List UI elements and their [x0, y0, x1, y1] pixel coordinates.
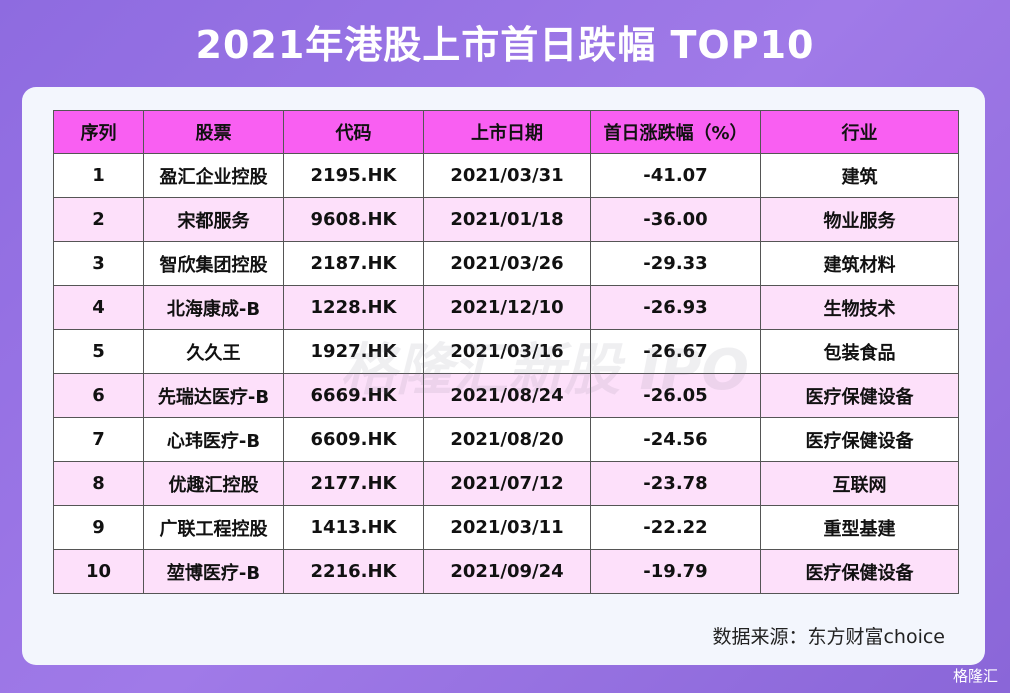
table-cell: 2187.HK [283, 241, 424, 286]
table-cell: 9608.HK [283, 197, 424, 242]
table-row: 9 广联工程控股 1413.HK 2021/03/11 -22.22 重型基建 [53, 505, 959, 550]
table-cell: 医疗保健设备 [760, 373, 959, 418]
table-cell: -41.07 [590, 153, 761, 198]
table-cell: 6669.HK [283, 373, 424, 418]
table-cell: 2216.HK [283, 549, 424, 594]
table-row: 5 久久王 1927.HK 2021/03/16 -26.67 包装食品 [53, 329, 959, 374]
table-cell: 心玮医疗-B [143, 417, 284, 462]
table-cell: 8 [53, 461, 144, 506]
table-cell: 1 [53, 153, 144, 198]
table-cell: 6609.HK [283, 417, 424, 462]
table-cell: 2021/01/18 [423, 197, 591, 242]
table-row: 8 优趣汇控股 2177.HK 2021/07/12 -23.78 互联网 [53, 461, 959, 506]
table-cell: 9 [53, 505, 144, 550]
table-cell: 10 [53, 549, 144, 594]
table-cell: 1228.HK [283, 285, 424, 330]
source-note: 数据来源：东方财富choice [712, 626, 945, 648]
table-cell: 建筑材料 [760, 241, 959, 286]
table-cell: 6 [53, 373, 144, 418]
table-cell: 5 [53, 329, 144, 374]
table-cell: 堃博医疗-B [143, 549, 284, 594]
table-cell: 物业服务 [760, 197, 959, 242]
table-cell: 2021/09/24 [423, 549, 591, 594]
table-cell: 医疗保健设备 [760, 417, 959, 462]
table-cell: 2177.HK [283, 461, 424, 506]
table-cell: 包装食品 [760, 329, 959, 374]
table-cell: 重型基建 [760, 505, 959, 550]
table-row: 10 堃博医疗-B 2216.HK 2021/09/24 -19.79 医疗保健设备 [53, 549, 959, 594]
table-row: 3 智欣集团控股 2187.HK 2021/03/26 -29.33 建筑材料 [53, 241, 959, 286]
table-cell: -26.93 [590, 285, 761, 330]
table-body: 1 盈汇企业控股 2195.HK 2021/03/31 -41.07 建筑 2 宋都服务 960… [53, 153, 959, 594]
table-cell: 7 [53, 417, 144, 462]
table-cell: 北海康成-B [143, 285, 284, 330]
table-cell: 4 [53, 285, 144, 330]
table-cell: 先瑞达医疗-B [143, 373, 284, 418]
table-cell: 盈汇企业控股 [143, 153, 284, 198]
table-cell: 2021/03/26 [423, 241, 591, 286]
table-row: 2 宋都服务 9608.HK 2021/01/18 -36.00 物业服务 [53, 197, 959, 242]
table-cell: 2195.HK [283, 153, 424, 198]
table-cell: 久久王 [143, 329, 284, 374]
table-cell: 2021/12/10 [423, 285, 591, 330]
table-cell: 智欣集团控股 [143, 241, 284, 286]
table-cell: -23.78 [590, 461, 761, 506]
table-cell: 2021/08/20 [423, 417, 591, 462]
table-cell: 优趣汇控股 [143, 461, 284, 506]
table-cell: 生物技术 [760, 285, 959, 330]
data-table: 序列 股票 代码 上市日期 首日涨跌幅（%） 行业 1 盈汇企业控股 2195.HK 2021/… [53, 110, 959, 594]
table-cell: 1413.HK [283, 505, 424, 550]
table-cell: 医疗保健设备 [760, 549, 959, 594]
column-header: 股票 [143, 110, 284, 154]
table-cell: 2021/08/24 [423, 373, 591, 418]
table-cell: 2021/03/11 [423, 505, 591, 550]
table-cell: 2021/03/16 [423, 329, 591, 374]
logo: 格隆汇 [952, 667, 998, 685]
table-row: 7 心玮医疗-B 6609.HK 2021/08/20 -24.56 医疗保健设备 [53, 417, 959, 462]
column-header: 序列 [53, 110, 144, 154]
table-cell: 建筑 [760, 153, 959, 198]
table-cell: 2021/03/31 [423, 153, 591, 198]
column-header: 代码 [283, 110, 424, 154]
table-cell: -29.33 [590, 241, 761, 286]
table-cell: 互联网 [760, 461, 959, 506]
table-cell: -36.00 [590, 197, 761, 242]
table-cell: 3 [53, 241, 144, 286]
table-cell: -24.56 [590, 417, 761, 462]
table-cell: -26.67 [590, 329, 761, 374]
watermark: 格隆汇新股 IPO [340, 338, 749, 403]
header-row: 序列 股票 代码 上市日期 首日涨跌幅（%） 行业 [53, 110, 959, 154]
column-header: 首日涨跌幅（%） [590, 110, 761, 154]
table-cell: 广联工程控股 [143, 505, 284, 550]
table-cell: -19.79 [590, 549, 761, 594]
table-cell: 宋都服务 [143, 197, 284, 242]
column-header: 上市日期 [423, 110, 591, 154]
table-row: 4 北海康成-B 1228.HK 2021/12/10 -26.93 生物技术 [53, 285, 959, 330]
table-cell: 2 [53, 197, 144, 242]
table-row: 6 先瑞达医疗-B 6669.HK 2021/08/24 -26.05 医疗保健设备 [53, 373, 959, 418]
column-header: 行业 [760, 110, 959, 154]
title: 2021年港股上市首日跌幅 TOP10 [195, 23, 815, 67]
table-cell: 1927.HK [283, 329, 424, 374]
table-cell: 2021/07/12 [423, 461, 591, 506]
table-cell: -22.22 [590, 505, 761, 550]
table-row: 1 盈汇企业控股 2195.HK 2021/03/31 -41.07 建筑 [53, 153, 959, 198]
